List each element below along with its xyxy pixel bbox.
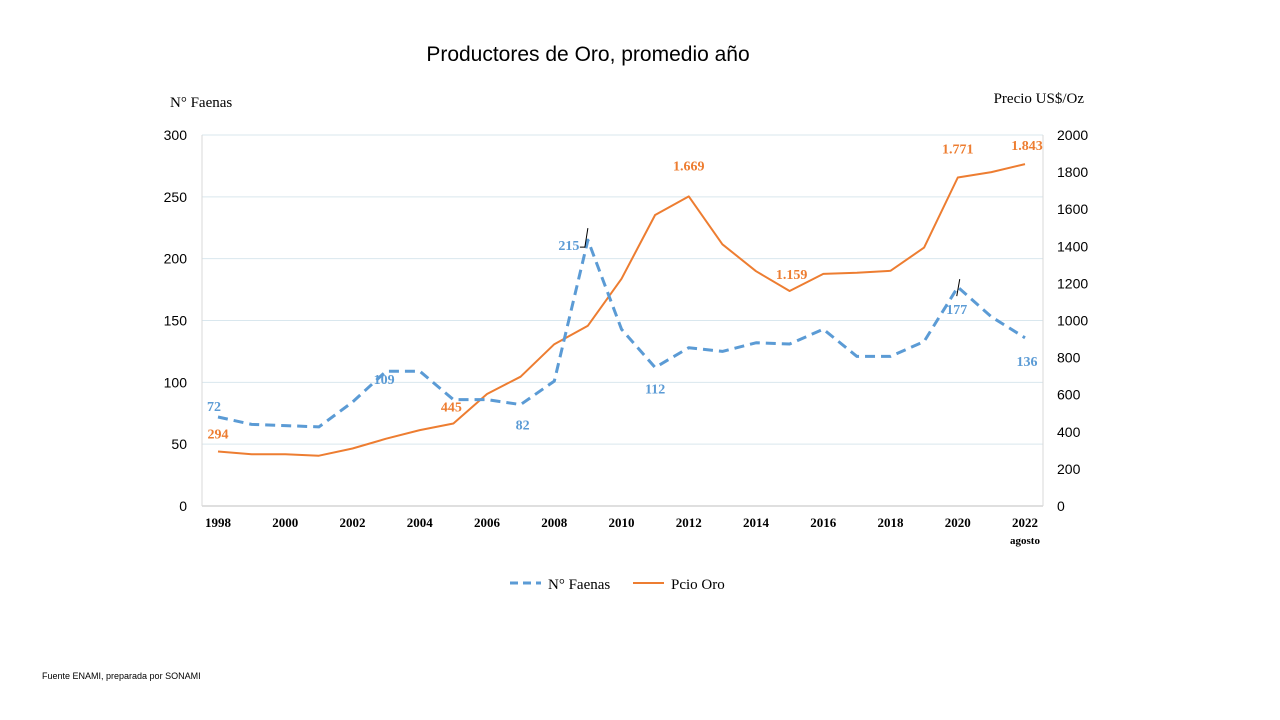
data-label-faenas: 136: [1017, 355, 1038, 370]
x-tick-label: 2014: [743, 515, 770, 530]
data-label-faenas: 82: [516, 419, 530, 434]
legend-label-faenas: N° Faenas: [548, 577, 610, 593]
data-labels: 72 109 82 215 112 177 136 294 445 1.669 1.159 1.771…: [207, 139, 1043, 442]
y-right-tick-label: 200: [1057, 461, 1081, 477]
x-tick-label: 2006: [474, 515, 501, 530]
y-left-ticks: 0 50 100 150 200 250 300: [164, 127, 188, 514]
x-tick-label: 2000: [272, 515, 298, 530]
y-left-tick-label: 100: [164, 374, 188, 390]
leader-line: [579, 228, 589, 248]
y-right-tick-label: 0: [1057, 498, 1065, 514]
gridlines: [201, 134, 1044, 507]
data-label-oro: 1.669: [673, 159, 705, 174]
series-line-faenas: [217, 238, 1026, 429]
x-tick-label: 2022: [1012, 515, 1038, 530]
y-right-tick-label: 1600: [1057, 201, 1088, 217]
y-left-axis-title: N° Faenas: [170, 95, 232, 111]
data-label-faenas: 215: [558, 239, 579, 254]
x-tick-label: 2008: [541, 515, 568, 530]
x-tick-label: 2002: [340, 515, 366, 530]
x-tick-sublabel: agosto: [1010, 535, 1040, 547]
legend: N° Faenas Pcio Oro: [510, 577, 725, 593]
series-lines: [217, 163, 1026, 457]
y-right-tick-label: 1400: [1057, 238, 1088, 254]
y-right-tick-label: 400: [1057, 424, 1081, 440]
data-label-oro: 294: [208, 427, 229, 442]
y-right-ticks: 0 200 400 600 800 1000 1200 1400 1600 1800 2000: [1057, 127, 1088, 514]
series-line-oro: [217, 163, 1026, 457]
data-label-faenas: 72: [207, 400, 221, 415]
x-tick-label: 2018: [878, 515, 905, 530]
y-right-tick-label: 800: [1057, 350, 1081, 366]
data-label-oro: 1.771: [942, 142, 974, 157]
y-left-tick-label: 200: [164, 251, 188, 267]
x-tick-label: 2016: [810, 515, 837, 530]
data-label-oro: 1.159: [776, 268, 808, 283]
x-tick-label: 1998: [205, 515, 232, 530]
y-right-tick-label: 1000: [1057, 313, 1088, 329]
data-label-oro: 1.843: [1011, 139, 1043, 154]
y-right-tick-label: 600: [1057, 387, 1081, 403]
data-label-oro: 445: [441, 400, 462, 415]
x-tick-label: 2020: [945, 515, 971, 530]
y-right-tick-label: 2000: [1057, 127, 1088, 143]
data-label-faenas: 109: [374, 373, 395, 388]
data-label-faenas: 112: [645, 382, 665, 397]
y-left-tick-label: 300: [164, 127, 188, 143]
x-tick-label: 2012: [676, 515, 702, 530]
x-tick-label: 2004: [407, 515, 434, 530]
y-left-tick-label: 50: [171, 436, 187, 452]
data-label-faenas: 177: [946, 303, 967, 318]
chart-title: Productores de Oro, promedio año: [426, 43, 749, 66]
legend-label-oro: Pcio Oro: [671, 577, 725, 593]
y-right-tick-label: 1200: [1057, 275, 1088, 291]
source-note: Fuente ENAMI, preparada por SONAMI: [42, 671, 201, 681]
x-tick-label: 2010: [609, 515, 635, 530]
leader-line: [956, 279, 961, 297]
y-right-axis-title: Precio US$/Oz: [994, 91, 1085, 107]
y-left-tick-label: 150: [164, 313, 188, 329]
x-axis-ticks: 1998 2000 2002 2004 2006 2008 2010 2012 2014 2016…: [205, 515, 1040, 547]
y-right-tick-label: 1800: [1057, 164, 1088, 180]
y-left-tick-label: 0: [179, 498, 187, 514]
y-left-tick-label: 250: [164, 189, 188, 205]
